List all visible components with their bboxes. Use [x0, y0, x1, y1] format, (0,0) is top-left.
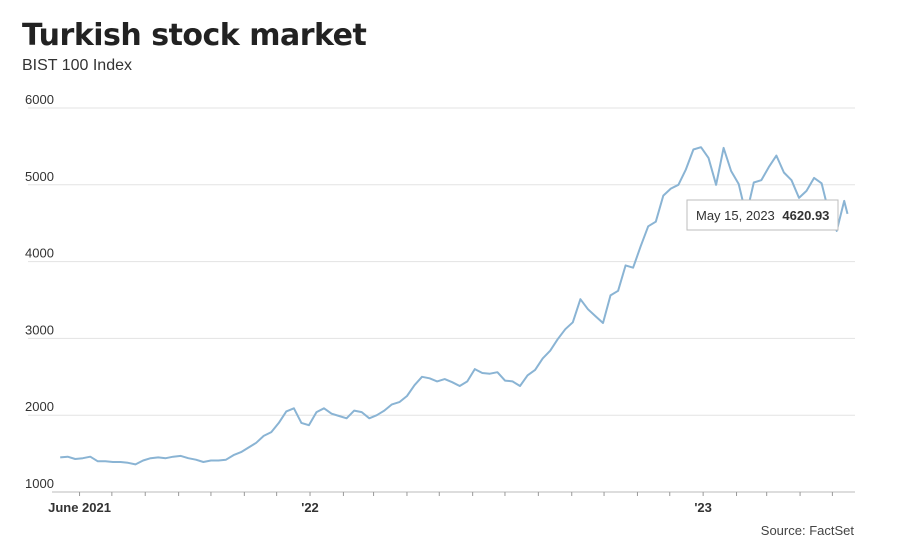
y-tick-label: 4000 [25, 246, 54, 261]
grid-lines [28, 107, 855, 416]
chart-subtitle: BIST 100 Index [22, 57, 132, 74]
y-axis-ticks: 6000 5000 4000 3000 2000 1000 [25, 92, 54, 491]
y-tick-label: 5000 [25, 169, 54, 184]
svg-text:May 15, 2023 4620.93: May 15, 2023 4620.93 [696, 208, 829, 223]
series-line-bist100[interactable] [60, 146, 849, 466]
y-tick-label: 1000 [25, 476, 54, 491]
tooltip-value: 4620.93 [782, 208, 829, 223]
y-tick-label: 2000 [25, 399, 54, 414]
hover-tooltip: May 15, 2023 4620.93 [686, 199, 839, 231]
source-note: Source: FactSet [760, 523, 854, 538]
tooltip-box [686, 199, 839, 231]
x-tick-label: '23 [694, 500, 712, 515]
x-tick-label: June 2021 [48, 500, 111, 515]
y-tick-label: 6000 [25, 92, 54, 107]
tooltip-date: May 15, 2023 [696, 208, 775, 223]
chart-title: Turkish stock market [22, 18, 367, 53]
x-tick-label: '22 [301, 500, 319, 515]
y-tick-label: 3000 [25, 322, 54, 337]
x-axis-ticks: June 2021 '22 '23 [48, 492, 833, 515]
